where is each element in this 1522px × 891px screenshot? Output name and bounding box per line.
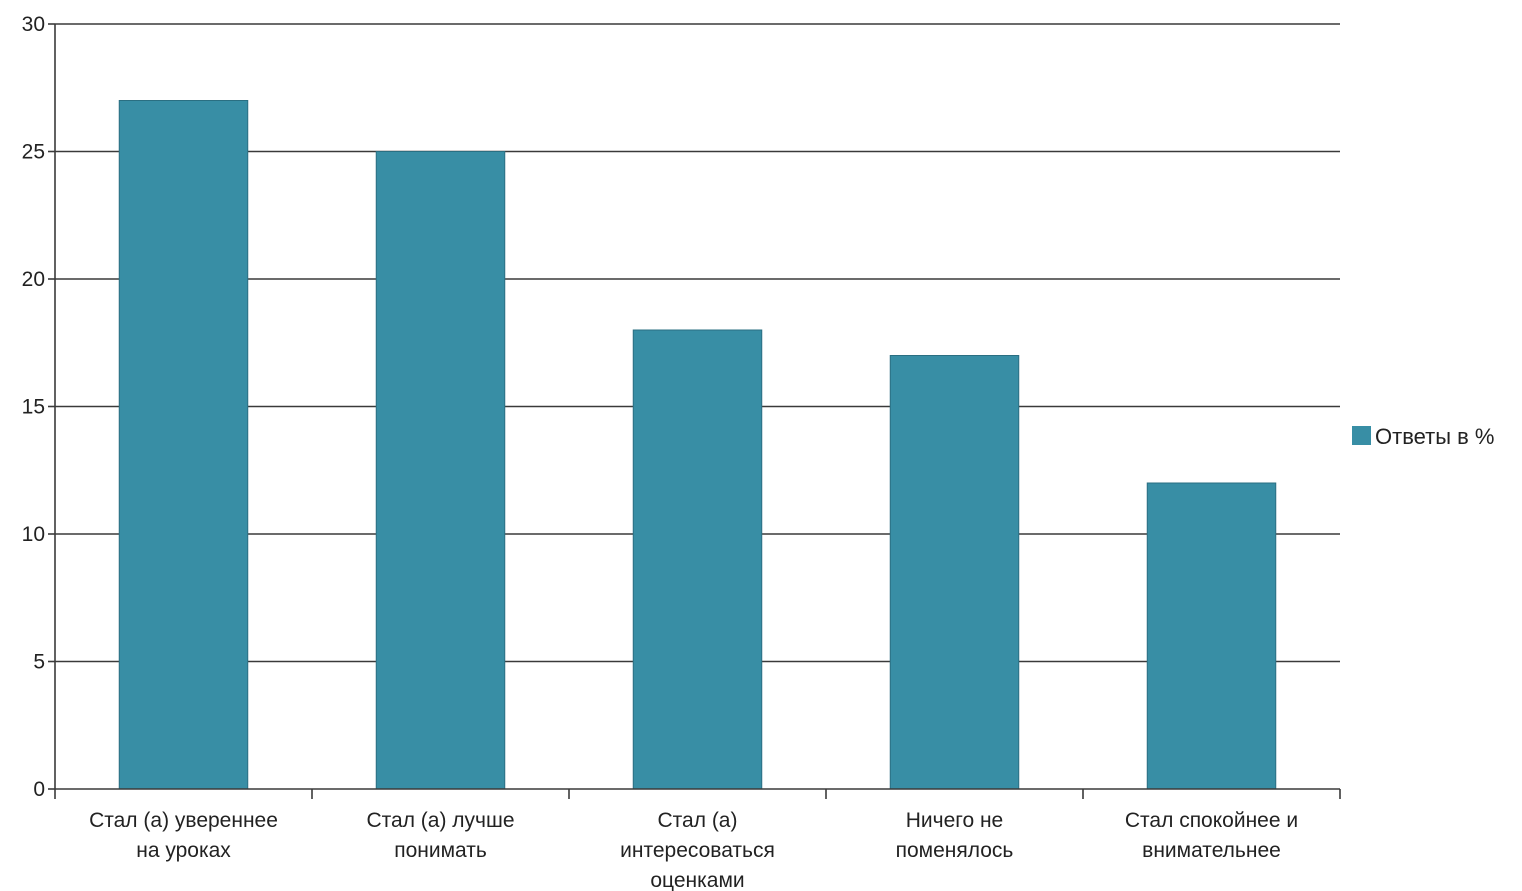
bar [118,100,249,790]
legend-swatch [1352,426,1371,445]
y-tick-label: 5 [33,651,45,674]
x-category-label-line: Ничего не [906,809,1004,832]
y-tick-label: 25 [22,141,45,164]
x-category-label-line: Стал спокойнее и [1125,809,1298,832]
x-category-label-line: Стал (а) [658,809,738,832]
x-category-label: Стал спокойнее и внимательнее [1125,809,1298,862]
x-category-label-line: Стал (а) лучше [366,809,514,832]
x-category-label: Ничего не поменялось [896,809,1014,862]
legend: Ответы в % [1352,424,1495,449]
x-category-label-line: поменялось [896,839,1014,862]
x-category-label: Стал (а) лучше понимать [366,809,514,862]
legend-label: Ответы в % [1375,424,1495,449]
y-tick-label: 30 [22,13,45,36]
bar [375,151,506,790]
y-tick-label: 20 [22,268,45,291]
y-tick-label: 15 [22,396,45,419]
x-category-label-line: на уроках [136,839,231,862]
x-category-label-line: понимать [394,839,487,862]
bar [889,355,1020,790]
y-tick-label: 0 [33,778,45,801]
x-category-label: Стал (а) увереннее на уроках [89,809,278,862]
x-category-label-line: интересоваться [620,839,775,862]
x-category-label: Стал (а) интересоваться оценками [620,809,775,891]
x-axis-labels: Стал (а) увереннее на уроках Стал (а) лучш… [89,809,1298,891]
bar [1146,482,1277,790]
x-category-label-line: Стал (а) увереннее [89,809,278,832]
bar [632,329,763,790]
y-tick-label: 10 [22,523,45,546]
x-category-label-line: оценками [650,869,744,891]
x-category-label-line: внимательнее [1142,839,1281,862]
y-axis-ticks: 0 5 10 15 20 25 30 [22,13,55,801]
bars [118,100,1277,790]
